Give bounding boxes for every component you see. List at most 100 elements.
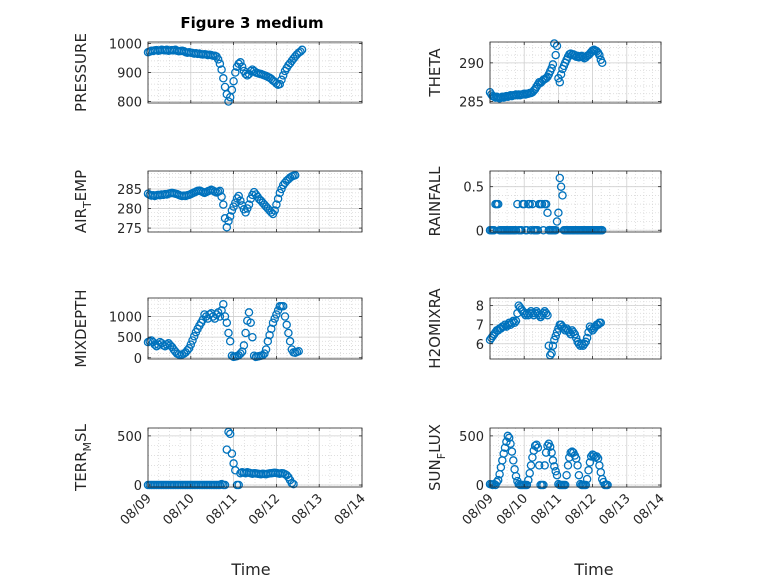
data-point [556,70,566,79]
data-point [562,470,571,480]
y-tick-label: 0 [134,479,142,494]
data-point [493,475,503,485]
data-point [509,316,518,326]
y-tick-label: 280 [117,203,142,218]
axes-panel-1: 800 900 1000 PRESSURE [72,33,363,112]
y-tick-label: 285 [117,183,142,198]
axes-panel-4: 0 0.5 RAINFALL [426,166,662,239]
x-tick-label: 08/10 [494,491,531,528]
data-point [525,199,534,209]
data-point [551,50,560,60]
data-point [219,200,228,209]
data-point [272,310,281,319]
data-point [284,328,293,338]
data-point [231,68,240,77]
y-tick-label: 1000 [109,311,142,326]
data-point [215,59,225,69]
data-point [545,442,555,451]
data-point [541,199,551,209]
data-point [539,480,548,490]
y-axis-label-subscript: T [81,201,94,209]
data-point [576,341,585,350]
data-point [237,62,247,71]
data-point [217,192,226,202]
data-point [493,199,503,209]
data-point [186,340,196,349]
data-point [277,184,286,194]
data-point [526,461,536,470]
data-point [550,335,559,345]
data-point [511,471,521,481]
data-point [500,443,510,452]
data-point [525,468,534,478]
data-point [577,339,586,349]
data-point [239,341,249,350]
data-point [241,208,250,217]
data-point [273,194,283,204]
axes-box [489,41,662,104]
axes-panel-3: 275 280 285 AIRTEMP [72,170,363,237]
axes-box [147,427,363,488]
axes-panel-5: 0 500 1000 MIXDEPTH [72,289,363,368]
data-point [533,226,543,235]
axes-box [489,427,662,488]
axes-box [147,170,363,233]
data-point [224,216,233,226]
data-point [551,226,560,235]
data-point [504,433,514,443]
data-point [294,346,303,356]
x-tick-label: 08/11 [203,491,240,528]
data-point [541,309,551,318]
data-point [548,60,558,69]
figure-title: Figure 3 medium [180,14,323,32]
x-tick-label: 08/09 [118,491,155,528]
y-axis-label-main: SUN [426,459,444,491]
data-point [272,200,281,209]
data-point [224,328,233,338]
data-point [217,65,226,74]
data-point [597,226,607,235]
data-point [234,480,243,490]
data-point [227,85,237,95]
y-tick-label: 0 [134,352,142,367]
x-axis-label: Time [573,560,613,579]
y-axis-label-rest: LUX [426,424,444,453]
data-point [585,458,595,467]
data-point [551,467,560,476]
y-tick-label: 290 [459,57,484,72]
data-point [550,39,559,48]
data-point [278,301,288,311]
y-axis-label: PRESSURE [72,33,90,112]
y-tick-label: 6 [476,338,484,353]
data-point [596,318,606,328]
data-point [220,480,230,490]
data-point [215,312,225,321]
y-axis-label-main: TERR [72,451,90,492]
data-point [597,58,607,68]
x-tick-label: 08/10 [161,491,198,528]
y-axis-label-subscript: M [81,442,94,452]
data-point [540,461,549,470]
y-axis-label-main: AIR [72,208,90,233]
y-tick-label: 500 [117,331,142,346]
data-point [552,470,562,480]
axes-panel-8: 0 500 SUNFLUX 08/0908/1008/1108/1208/1308/1… [426,424,668,579]
x-tick-label: 08/12 [246,491,283,528]
data-point [290,171,300,180]
x-tick-label: 08/11 [528,491,565,528]
data-point [188,336,197,345]
data-point [289,479,298,489]
y-axis-label: AIRTEMP [72,170,94,233]
data-point [222,318,232,327]
data-point [510,318,519,328]
data-point [582,474,592,484]
axes-box [489,297,662,360]
axes-panel-2: 285 290 THETA [426,39,662,110]
data-point [543,208,552,218]
data-point [519,199,529,209]
data-point [231,198,240,207]
data-point [556,182,566,191]
data-point [552,328,562,337]
x-axis-label: Time [230,560,270,579]
